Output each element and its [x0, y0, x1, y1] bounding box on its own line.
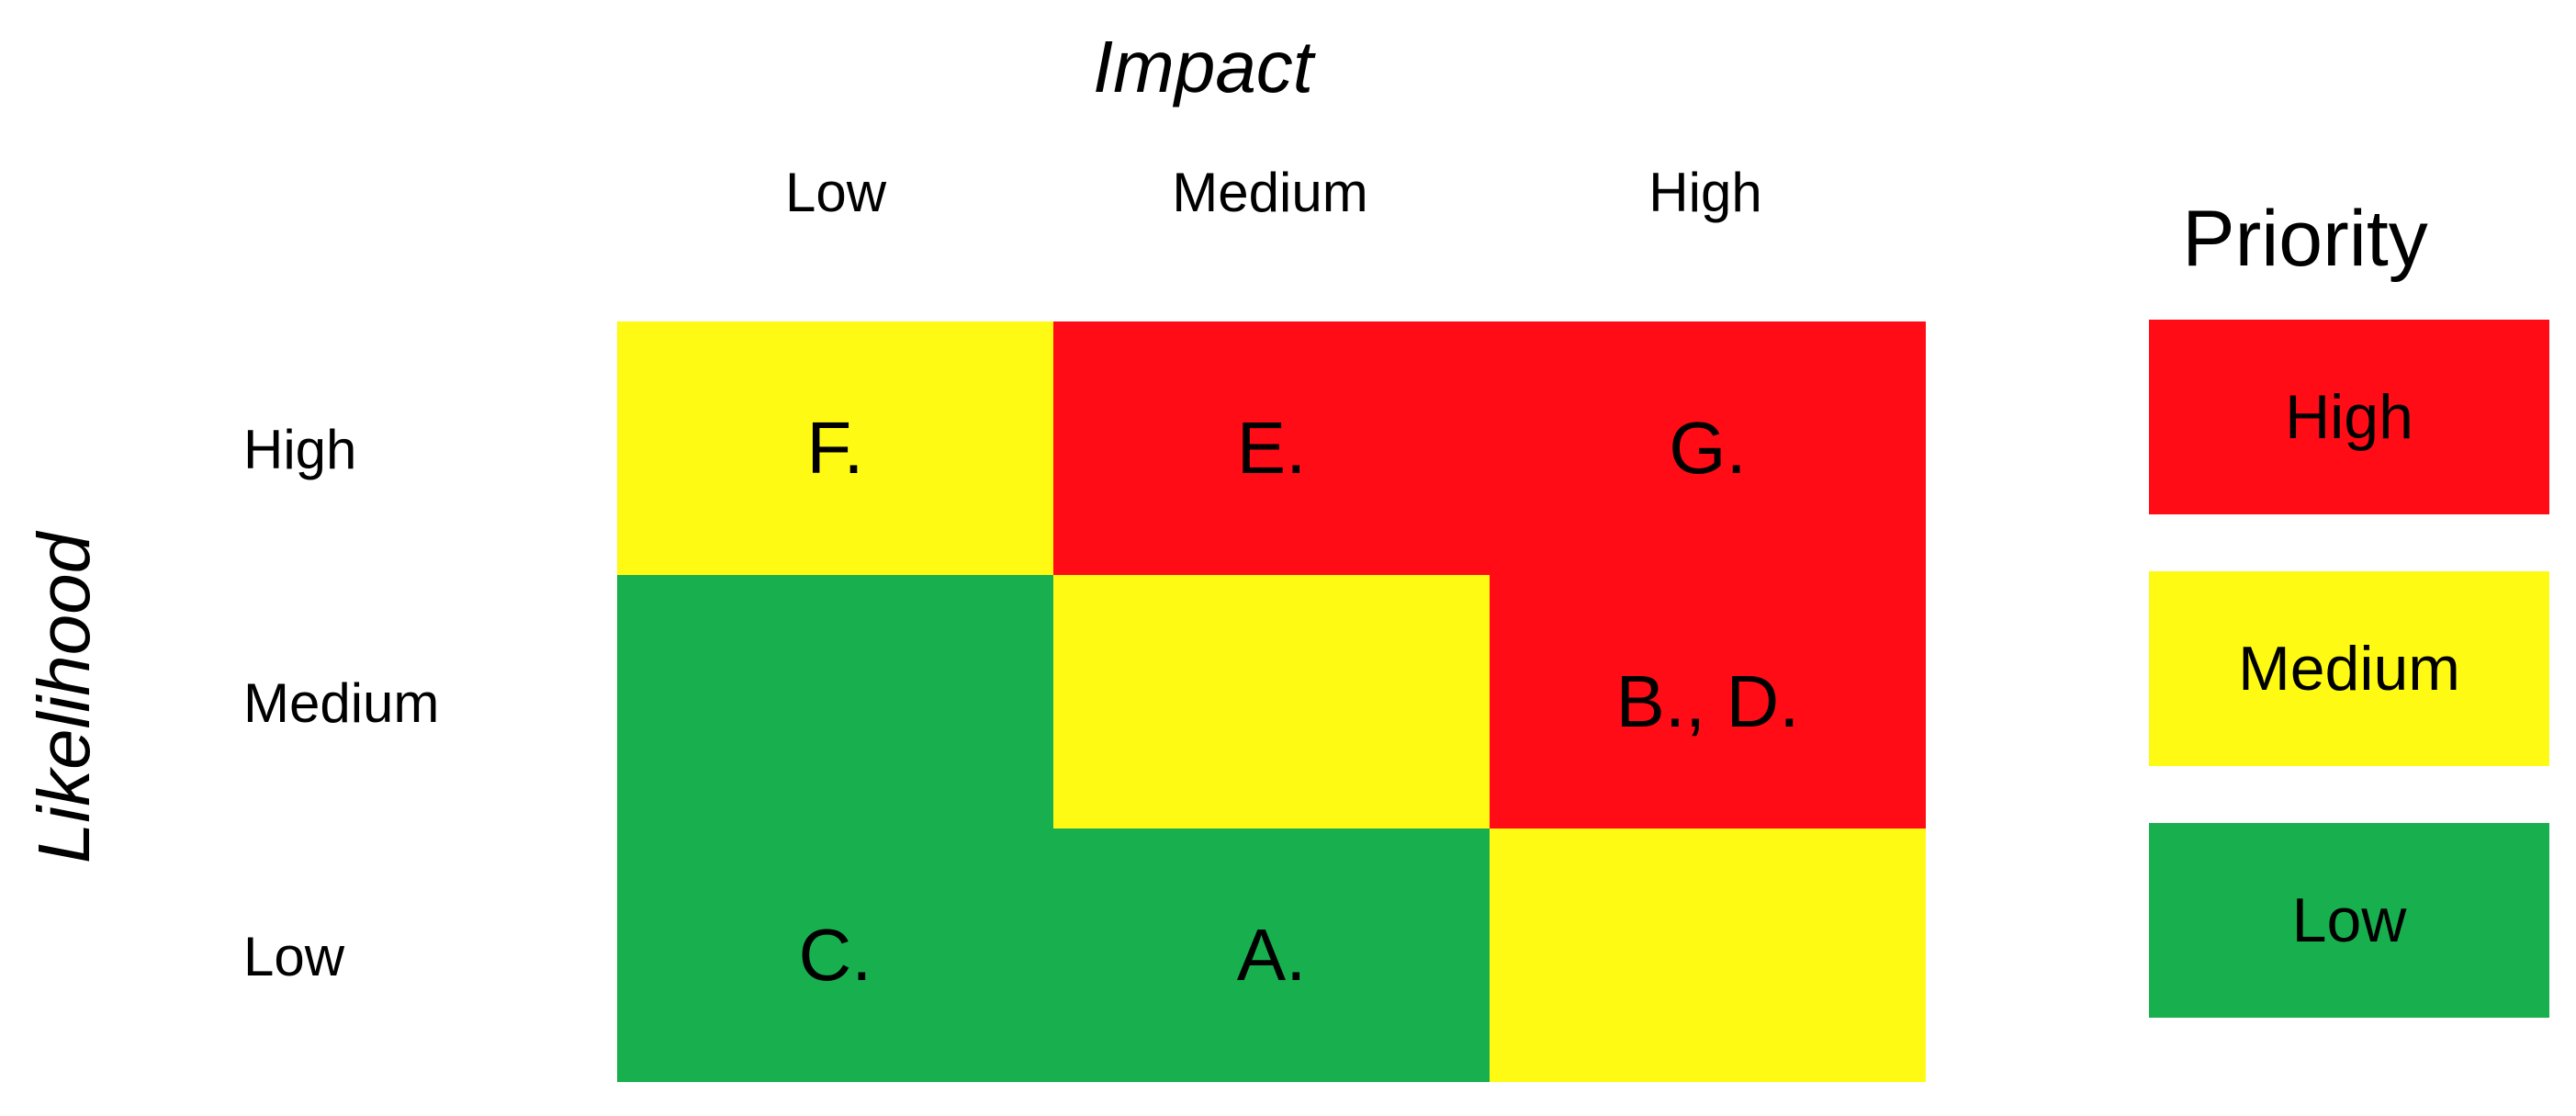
cell-label: A. [1236, 914, 1307, 996]
matrix-cell-low-likelihood-high-impact [1490, 829, 1926, 1082]
legend-label: Low [2291, 885, 2407, 955]
matrix-cell-high-likelihood-medium-impact: E. [1053, 321, 1490, 575]
legend-item-medium: Medium [2149, 571, 2549, 766]
matrix-cell-high-likelihood-low-impact: F. [617, 321, 1053, 575]
cell-label: E. [1236, 407, 1307, 489]
legend-item-high: High [2149, 320, 2549, 514]
matrix-cell-low-likelihood-low-impact: C. [617, 829, 1053, 1082]
matrix-cell-high-likelihood-high-impact: G. [1490, 321, 1926, 575]
matrix-cell-medium-likelihood-low-impact [617, 575, 1053, 829]
row-header-high: High [243, 419, 357, 480]
cell-label: B., D. [1615, 660, 1800, 742]
risk-matrix: F. E. G. B., D. C. A. [617, 321, 1926, 1082]
cell-label: G. [1669, 407, 1747, 489]
impact-axis-title: Impact [1092, 26, 1314, 107]
matrix-cell-medium-likelihood-high-impact: B., D. [1490, 575, 1926, 829]
column-header-high: High [1648, 162, 1762, 223]
column-header-medium: Medium [1172, 162, 1368, 223]
legend-label: Medium [2238, 634, 2460, 704]
column-header-low: Low [784, 162, 887, 223]
legend-label: High [2285, 382, 2413, 452]
matrix-cell-low-likelihood-medium-impact: A. [1053, 829, 1490, 1082]
cell-label: F. [806, 407, 864, 489]
row-header-medium: Medium [243, 672, 440, 734]
likelihood-axis-title: Likelihood [23, 532, 105, 864]
cell-label: C. [798, 914, 872, 996]
matrix-cell-medium-likelihood-medium-impact [1053, 575, 1490, 829]
legend-item-low: Low [2149, 823, 2549, 1018]
row-header-low: Low [243, 926, 345, 987]
legend-title: Priority [2182, 195, 2428, 283]
